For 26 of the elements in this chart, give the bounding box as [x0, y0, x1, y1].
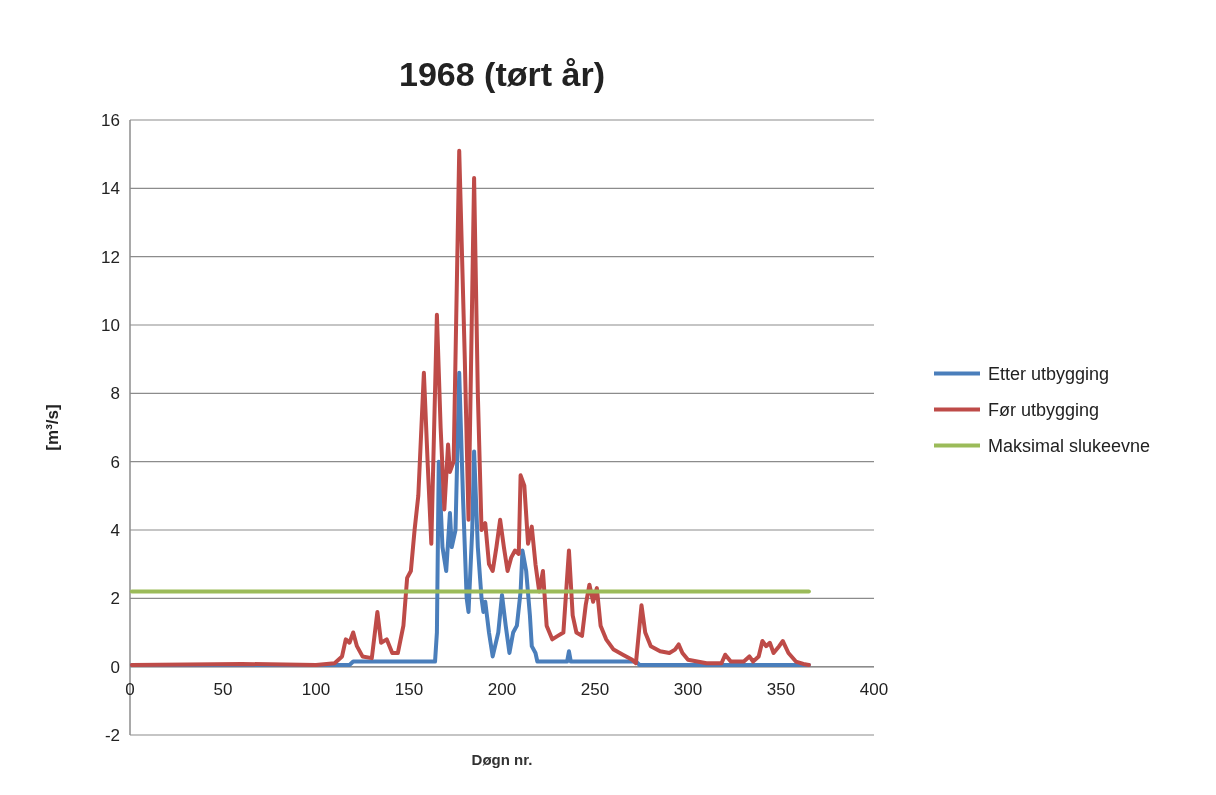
- x-tick-label: 400: [859, 679, 889, 699]
- legend-label: Maksimal slukeevne: [988, 435, 1151, 456]
- x-tick-label: 100: [301, 679, 331, 699]
- x-tick-label: 150: [394, 679, 424, 699]
- y-tick-label: 2: [110, 589, 120, 609]
- legend-label: Etter utbygging: [988, 363, 1110, 384]
- y-tick-label: 12: [101, 247, 120, 267]
- y-axis-title: [m³/s]: [43, 404, 62, 451]
- chart-title: 1968 (tørt år): [399, 55, 605, 93]
- y-tick-label: -2: [104, 725, 120, 745]
- y-tick-label: 10: [101, 315, 120, 335]
- x-tick-label: 50: [213, 679, 233, 699]
- x-tick-label: 300: [673, 679, 703, 699]
- y-tick-label: 4: [110, 520, 120, 540]
- x-tick-label: 200: [487, 679, 517, 699]
- y-tick-label: 0: [110, 657, 120, 677]
- line-series: [129, 148, 811, 667]
- x-tick-label: 0: [125, 679, 135, 699]
- y-tick-label: 8: [110, 384, 120, 404]
- legend-label: Før utbygging: [988, 399, 1100, 420]
- y-tick-label: 14: [101, 179, 120, 199]
- x-tick-label: 250: [580, 679, 610, 699]
- x-tick-label: 350: [766, 679, 796, 699]
- y-tick-label: 16: [101, 110, 120, 130]
- y-tick-label: 6: [110, 452, 120, 472]
- x-axis-title: Døgn nr.: [471, 751, 533, 768]
